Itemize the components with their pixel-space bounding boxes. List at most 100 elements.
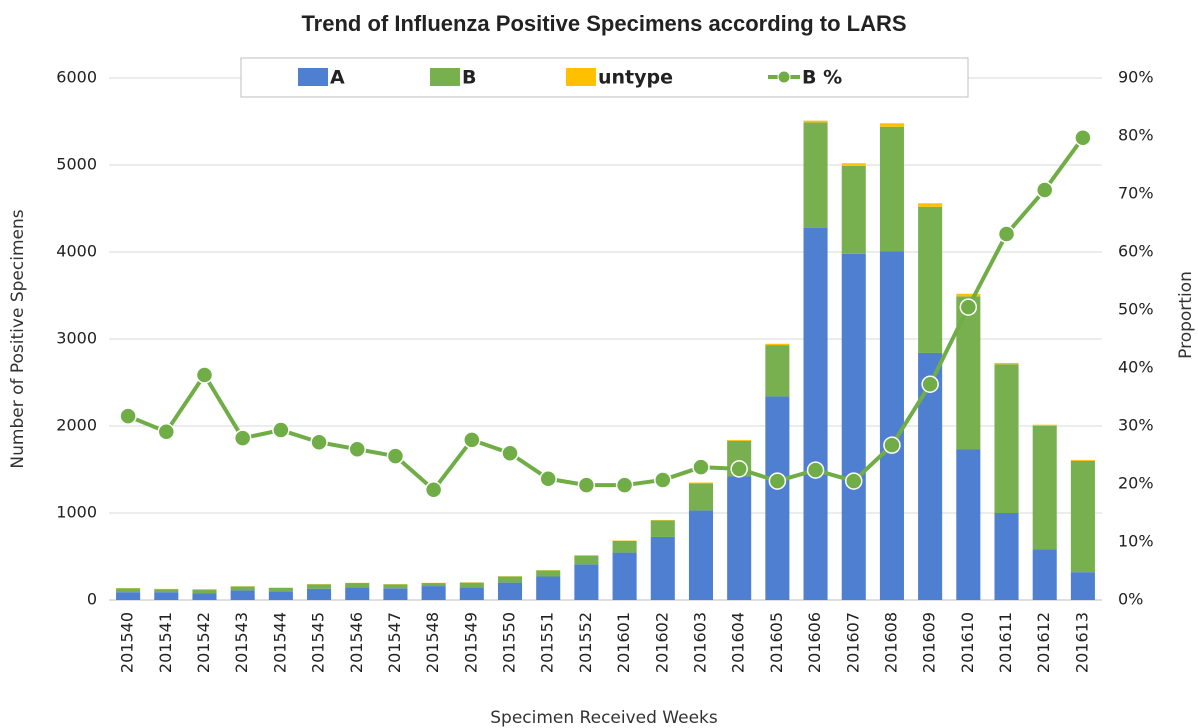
y-tick-label: 2000 xyxy=(56,416,97,435)
bar-segment xyxy=(803,120,828,123)
line-marker xyxy=(883,436,901,454)
line-marker xyxy=(654,471,672,489)
bar-segment xyxy=(307,584,332,589)
line-marker xyxy=(615,476,634,494)
y-tick-label: 0 xyxy=(87,590,97,609)
y2-tick-label: 30% xyxy=(1118,416,1154,435)
x-tick-label: 201606 xyxy=(805,612,824,673)
bar-segment xyxy=(536,576,561,600)
line-marker xyxy=(539,470,557,488)
x-tick-label: 201611 xyxy=(996,612,1015,673)
bar-segment xyxy=(1032,426,1057,550)
bar-segment xyxy=(803,227,828,600)
y-tick-label: 6000 xyxy=(56,68,97,87)
x-tick-label: 201545 xyxy=(309,612,328,673)
bar-segment xyxy=(574,564,599,600)
line-marker xyxy=(233,429,252,447)
bar-segment xyxy=(459,587,484,600)
y2-tick-label: 90% xyxy=(1118,68,1154,87)
line-marker xyxy=(768,472,787,490)
bar-segment xyxy=(230,586,255,591)
y-axis-title: Number of Positive Specimens xyxy=(8,209,28,468)
bar-segment xyxy=(841,163,866,166)
y2-tick-label: 60% xyxy=(1118,242,1154,261)
line-marker xyxy=(463,431,481,449)
line-marker xyxy=(1035,181,1054,199)
y2-tick-label: 80% xyxy=(1118,126,1154,145)
bar-segment xyxy=(688,483,714,511)
bar-segment xyxy=(230,590,255,600)
line-marker xyxy=(806,461,825,479)
bar-segment xyxy=(803,122,828,228)
bar-segment xyxy=(345,587,370,600)
bar-segment xyxy=(956,296,981,450)
x-tick-label: 201540 xyxy=(118,612,137,673)
bar-segment xyxy=(345,583,370,588)
bar-segment xyxy=(421,583,446,587)
x-tick-label: 201612 xyxy=(1034,612,1053,673)
legend-label: A xyxy=(330,67,345,89)
line-marker xyxy=(959,298,978,316)
y2-tick-label: 70% xyxy=(1118,184,1154,203)
bar-segment xyxy=(841,165,866,254)
x-tick-label: 201609 xyxy=(920,612,939,673)
bar-segment xyxy=(956,449,981,600)
y2-tick-label: 40% xyxy=(1118,358,1154,377)
y2-tick-label: 20% xyxy=(1118,474,1154,493)
bar-segment xyxy=(307,588,332,600)
x-tick-label: 201607 xyxy=(843,612,862,673)
x-tick-label: 201602 xyxy=(652,612,671,673)
bar-segment xyxy=(994,364,1019,513)
x-tick-label: 201601 xyxy=(614,612,633,673)
bar-segment xyxy=(650,520,675,537)
bar-segment xyxy=(956,293,981,297)
legend-swatch xyxy=(430,68,460,86)
legend-swatch xyxy=(298,68,328,86)
line-marker xyxy=(348,440,366,458)
bar-segment xyxy=(421,586,446,600)
y2-tick-label: 50% xyxy=(1118,300,1154,319)
line-marker xyxy=(577,476,596,494)
x-tick-label: 201610 xyxy=(958,612,977,673)
bar-segment xyxy=(1070,459,1095,461)
line-marker xyxy=(386,447,405,465)
x-tick-label: 201604 xyxy=(729,612,748,673)
bar-segment xyxy=(1032,424,1057,426)
bar-segment xyxy=(879,126,904,252)
bar-segment xyxy=(994,362,1019,365)
bar-segment xyxy=(1032,549,1057,600)
bar-segment xyxy=(765,345,790,397)
line-marker xyxy=(921,375,939,393)
bar-segment xyxy=(650,536,675,600)
x-tick-label: 201603 xyxy=(690,612,709,673)
y-tick-label: 3000 xyxy=(56,329,97,348)
y2-tick-label: 0% xyxy=(1118,590,1143,609)
line-marker xyxy=(692,458,710,476)
bar-segment xyxy=(154,589,179,593)
line-marker xyxy=(424,481,443,499)
x-tick-label: 201613 xyxy=(1072,612,1091,673)
bar-segment xyxy=(994,513,1019,600)
bar-segment xyxy=(497,582,523,600)
x-tick-label: 201543 xyxy=(232,612,251,673)
bar-segment xyxy=(612,540,637,553)
x-tick-label: 201548 xyxy=(423,612,442,673)
y2-tick-label: 10% xyxy=(1118,532,1154,551)
bar-segment xyxy=(154,592,179,600)
x-tick-label: 201542 xyxy=(194,612,213,673)
x-tick-label: 201546 xyxy=(347,612,366,673)
legend-label: B % xyxy=(802,67,842,89)
legend-swatch xyxy=(566,68,596,86)
bar-segment xyxy=(918,203,943,207)
legend-label: untype xyxy=(598,67,673,89)
bar-segment xyxy=(727,439,752,441)
legend-box xyxy=(240,57,969,98)
bar-segment xyxy=(192,589,217,594)
bar-segment xyxy=(612,552,637,600)
bar-segment xyxy=(459,582,484,588)
y-tick-label: 5000 xyxy=(56,155,97,174)
x-tick-label: 201605 xyxy=(767,612,786,673)
bar-segment xyxy=(688,482,714,484)
line-marker xyxy=(997,225,1016,243)
